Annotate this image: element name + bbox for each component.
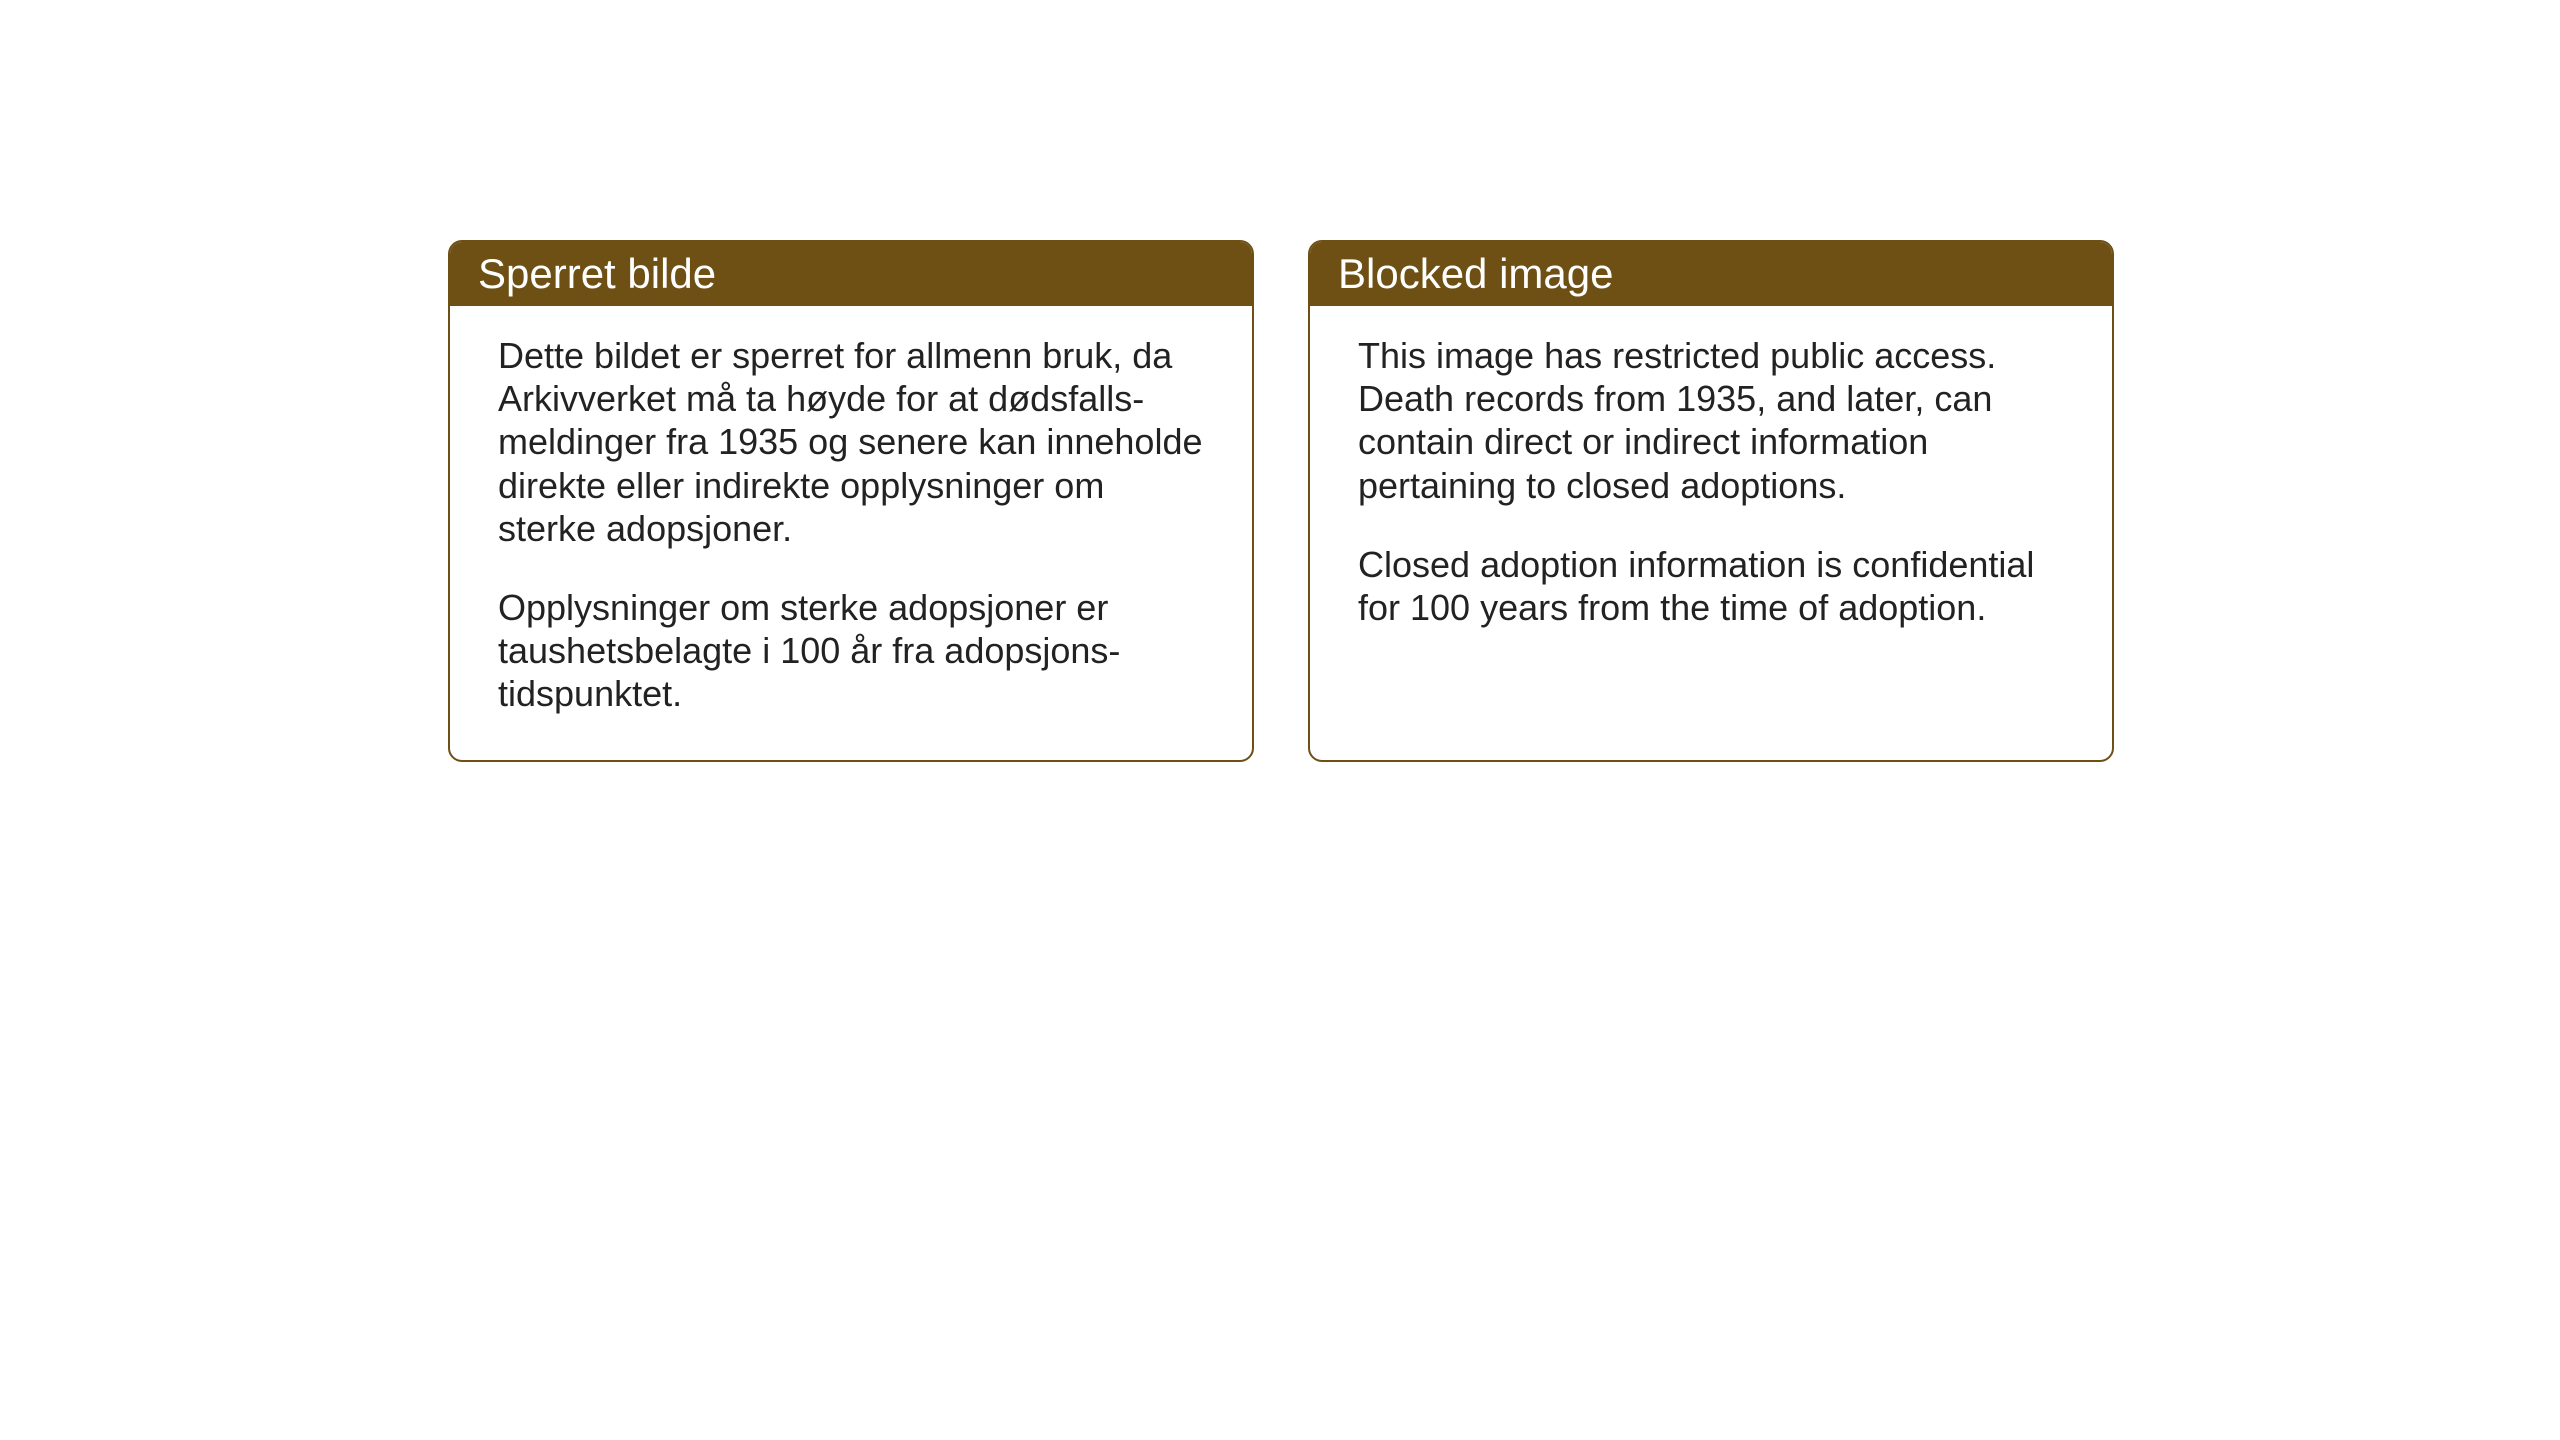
notice-container: Sperret bilde Dette bildet er sperret fo…: [448, 240, 2114, 762]
norwegian-card-title: Sperret bilde: [450, 242, 1252, 306]
english-card: Blocked image This image has restricted …: [1308, 240, 2114, 762]
norwegian-card-body: Dette bildet er sperret for allmenn bruk…: [450, 306, 1252, 760]
norwegian-paragraph-2: Opplysninger om sterke adopsjoner er tau…: [498, 586, 1204, 716]
norwegian-card: Sperret bilde Dette bildet er sperret fo…: [448, 240, 1254, 762]
norwegian-paragraph-1: Dette bildet er sperret for allmenn bruk…: [498, 334, 1204, 550]
english-paragraph-1: This image has restricted public access.…: [1358, 334, 2064, 507]
english-paragraph-2: Closed adoption information is confident…: [1358, 543, 2064, 629]
english-card-body: This image has restricted public access.…: [1310, 306, 2112, 673]
english-card-title: Blocked image: [1310, 242, 2112, 306]
